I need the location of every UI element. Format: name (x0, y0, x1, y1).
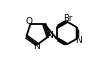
Text: N: N (75, 36, 82, 45)
Text: Br: Br (63, 14, 72, 23)
Text: O: O (25, 17, 32, 26)
Text: N: N (33, 42, 40, 51)
Text: N: N (47, 31, 53, 40)
